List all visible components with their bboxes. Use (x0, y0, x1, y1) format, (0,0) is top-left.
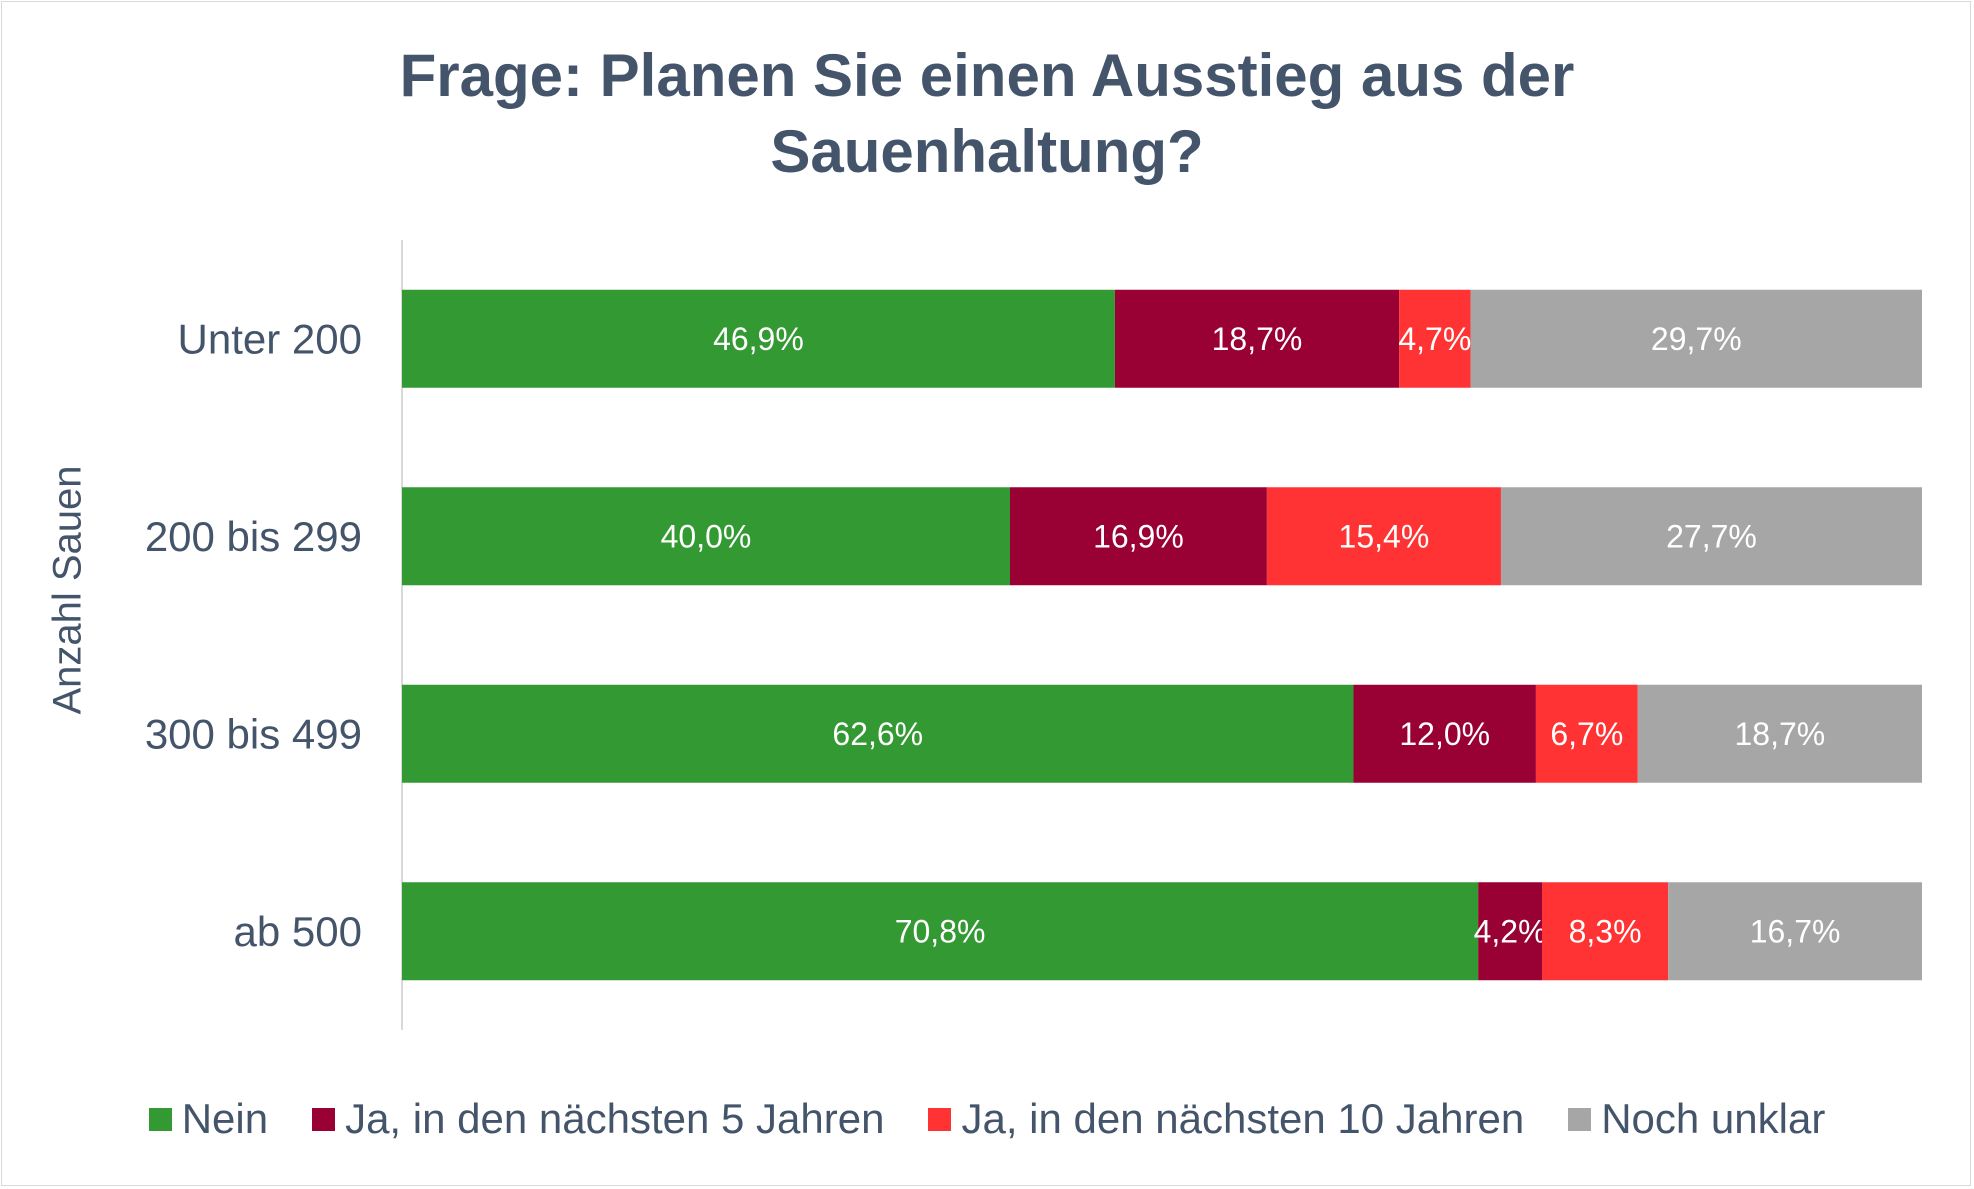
data-label-ab-500-0: 70,8% (895, 913, 986, 949)
bar-segment-200-bis-299-1 (1010, 487, 1267, 586)
data-label-ab-500-3: 16,7% (1750, 913, 1841, 949)
data-label-unter-200-0: 46,9% (713, 321, 804, 357)
chart-title-line-1: Frage: Planen Sie einen Ausstieg aus der (399, 42, 1575, 109)
legend-item-1: Ja, in den nächsten 5 Jahren (312, 1095, 884, 1143)
data-label-300-bis-499-2: 6,7% (1550, 716, 1623, 752)
legend-label-2: Ja, in den nächsten 10 Jahren (961, 1095, 1525, 1142)
chart-title-line-2: Sauenhaltung? (770, 118, 1204, 185)
legend-swatch-2 (928, 1107, 952, 1131)
legend-item-3: Noch unklar (1568, 1095, 1825, 1143)
category-label-ab-500: ab 500 (234, 908, 362, 955)
data-label-unter-200-3: 29,7% (1651, 321, 1742, 357)
bar-segment-ab-500-3 (1668, 882, 1922, 981)
bar-segment-unter-200-1 (1114, 289, 1400, 388)
legend: Nein Ja, in den nächsten 5 Jahren Ja, in d… (0, 1095, 1974, 1143)
bar-segment-unter-200-3 (1470, 289, 1922, 388)
bar-segment-ab-500-2 (1542, 882, 1669, 981)
bar-segment-unter-200-2 (1399, 289, 1471, 388)
legend-item-0: Nein (148, 1095, 269, 1143)
data-label-unter-200-1: 18,7% (1212, 321, 1303, 357)
data-label-ab-500-2: 8,3% (1569, 913, 1642, 949)
bar-segment-unter-200-0 (402, 289, 1115, 388)
category-label-300-bis-499: 300 bis 499 (145, 710, 362, 757)
legend-swatch-3 (1568, 1107, 1592, 1131)
legend-swatch-0 (148, 1107, 172, 1131)
bar-segment-300-bis-499-0 (402, 684, 1354, 783)
data-label-200-bis-299-3: 27,7% (1666, 518, 1757, 554)
bar-segment-200-bis-299-0 (402, 487, 1010, 586)
bar-segment-300-bis-499-3 (1637, 684, 1922, 783)
bar-segment-ab-500-1 (1478, 882, 1542, 981)
category-label-unter-200: Unter 200 (178, 315, 362, 362)
legend-item-2: Ja, in den nächsten 10 Jahren (928, 1095, 1524, 1143)
bar-segment-300-bis-499-1 (1353, 684, 1536, 783)
category-label-200-bis-299: 200 bis 299 (145, 513, 362, 560)
data-label-200-bis-299-2: 15,4% (1339, 518, 1430, 554)
bar-segment-ab-500-0 (402, 882, 1479, 981)
chart-title: Frage: Planen Sie einen Ausstieg aus der… (0, 38, 1974, 190)
data-label-200-bis-299-0: 40,0% (661, 518, 752, 554)
data-label-200-bis-299-1: 16,9% (1093, 518, 1184, 554)
data-label-300-bis-499-0: 62,6% (832, 716, 923, 752)
legend-swatch-1 (312, 1107, 336, 1131)
data-label-ab-500-1: 4,2% (1474, 913, 1547, 949)
bar-segment-200-bis-299-3 (1500, 487, 1922, 586)
bar-segment-200-bis-299-2 (1266, 487, 1501, 586)
legend-label-3: Noch unklar (1601, 1095, 1826, 1142)
data-label-300-bis-499-3: 18,7% (1735, 716, 1826, 752)
legend-label-1: Ja, in den nächsten 5 Jahren (345, 1095, 885, 1142)
legend-label-0: Nein (181, 1095, 269, 1142)
data-label-unter-200-2: 4,7% (1398, 321, 1471, 357)
data-label-300-bis-499-1: 12,0% (1399, 716, 1490, 752)
bar-segment-300-bis-499-2 (1535, 684, 1638, 783)
